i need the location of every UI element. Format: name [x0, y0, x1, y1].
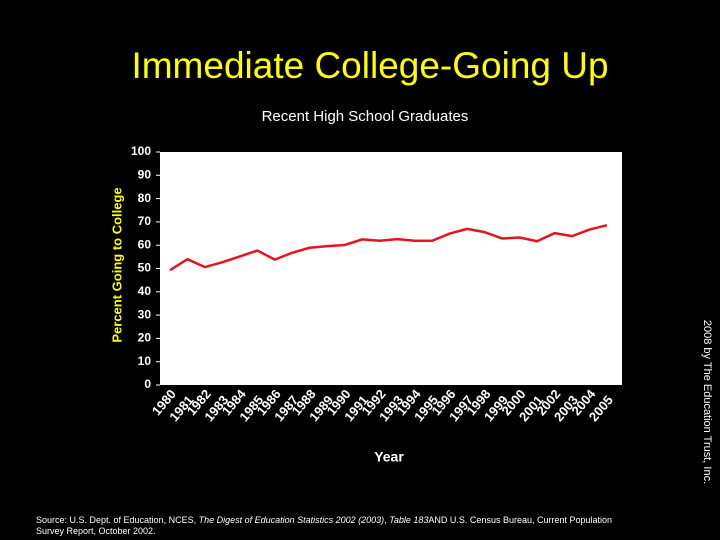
y-tick-label: 100 [131, 144, 151, 158]
credit: 2008 by The Education Trust, Inc. [701, 320, 713, 484]
y-tick-label: 90 [138, 167, 152, 181]
y-axis-title: Percent Going to College [109, 187, 124, 342]
y-tick-label: 60 [138, 237, 152, 251]
y-tick-label: 10 [138, 354, 152, 368]
line [169, 223, 608, 272]
y-tick-label: 70 [138, 214, 152, 228]
chart-subtitle: Recent High School Graduates [262, 108, 469, 125]
source-text: The Digest of Education Statistics 2002 … [198, 515, 385, 525]
y-tick-label: 80 [138, 191, 152, 205]
y-tick-label: 50 [138, 261, 152, 275]
plot-area [160, 152, 622, 385]
y-tick-label: 20 [138, 331, 152, 345]
source-text: Source: U.S. Dept. of Education, NCES, [36, 515, 199, 525]
x-axis-title: Year [374, 449, 404, 465]
source-text: AND U.S. Census Bureau, Current Populati… [36, 515, 613, 536]
y-tick-label: 30 [138, 307, 152, 321]
y-tick-label: 40 [138, 284, 152, 298]
source-text: Table 183 [389, 515, 429, 525]
source-note: Source: U.S. Dept. of Education, NCES, T… [36, 515, 636, 537]
source-text: , [384, 515, 390, 525]
y-tick-label: 0 [144, 377, 151, 391]
chart-title: Immediate College-Going Up [131, 45, 608, 86]
